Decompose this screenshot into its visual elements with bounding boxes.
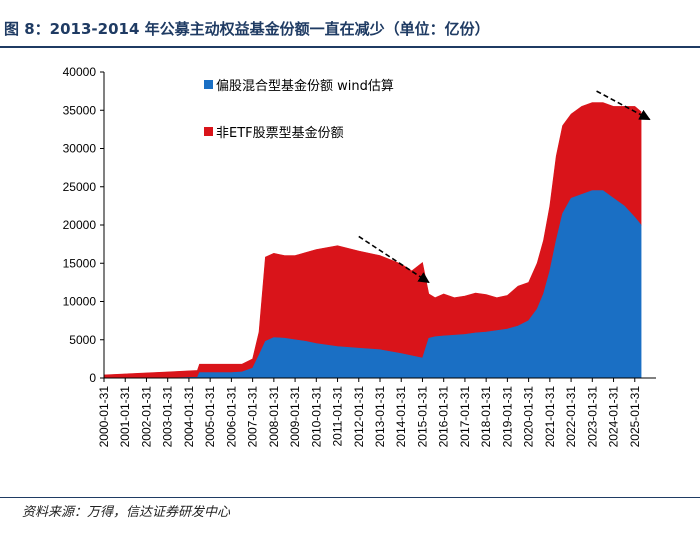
stacked-area-chart: 0 5000 10000 15000 20000 25000 30000 35000 40000… [63, 65, 656, 447]
y-tick-label: 5000 [69, 333, 96, 347]
legend: 偏股混合型基金份额 wind估算 非ETF股票型基金份额 [204, 78, 394, 141]
chart-title: 图 8：2013-2014 年公募主动权益基金份额一直在减少（单位：亿份） [4, 20, 490, 38]
legend-label-series-0: 偏股混合型基金份额 wind估算 [216, 78, 394, 94]
x-tick-label: 2011-01-31 [331, 386, 345, 447]
y-tick-label: 10000 [63, 295, 97, 309]
x-tick-label: 2021-01-31 [543, 386, 557, 448]
x-tick-label: 2006-01-31 [224, 386, 238, 448]
x-tick-label: 2010-01-31 [309, 386, 323, 448]
plot-area: 0 5000 10000 15000 20000 25000 30000 35000 40000… [63, 65, 656, 447]
x-tick-label: 2014-01-31 [394, 386, 408, 448]
x-tick-label: 2016-01-31 [437, 386, 451, 448]
x-tick-label: 2020-01-31 [522, 386, 536, 448]
legend-label-series-1: 非ETF股票型基金份额 [216, 125, 344, 141]
x-tick-label: 2024-01-31 [607, 386, 621, 448]
y-tick-label: 15000 [63, 256, 97, 270]
legend-swatch-series-0 [204, 80, 213, 89]
x-tick-label: 2022-01-31 [564, 386, 578, 448]
x-tick-label: 2018-01-31 [479, 386, 493, 448]
x-tick-label: 2004-01-31 [182, 386, 196, 448]
source-note: 资料来源：万得，信达证券研发中心 [22, 505, 231, 520]
legend-swatch-series-1 [204, 127, 213, 136]
trend-arrow-1 [596, 90, 651, 121]
x-tick-label: 2017-01-31 [458, 386, 472, 448]
x-tick-label: 2015-01-31 [415, 386, 429, 448]
x-tick-label: 2003-01-31 [161, 386, 175, 448]
x-tick-label: 2023-01-31 [585, 386, 599, 448]
y-tick-label: 30000 [63, 142, 97, 156]
trend-arrow-0 [358, 235, 430, 284]
title-divider [0, 46, 700, 48]
x-tick-label: 2013-01-31 [373, 386, 387, 448]
x-tick-label: 2002-01-31 [139, 386, 153, 448]
x-tick-label: 2008-01-31 [267, 386, 281, 448]
x-tick-label: 2012-01-31 [352, 386, 366, 448]
y-tick-label: 20000 [63, 218, 97, 232]
x-tick-label: 2001-01-31 [118, 386, 132, 448]
y-tick-label: 25000 [63, 180, 97, 194]
x-tick-label: 2009-01-31 [288, 386, 302, 448]
x-tick-label: 2000-01-31 [97, 386, 111, 448]
x-tick-label: 2019-01-31 [500, 386, 514, 448]
source-divider [0, 497, 700, 498]
y-tick-label: 40000 [63, 65, 97, 79]
x-tick-label: 2005-01-31 [203, 386, 217, 448]
x-tick-label: 2025-01-31 [628, 386, 642, 448]
y-tick-label: 0 [89, 371, 96, 385]
x-tick-label: 2007-01-31 [246, 386, 260, 448]
y-tick-label: 35000 [63, 103, 97, 117]
